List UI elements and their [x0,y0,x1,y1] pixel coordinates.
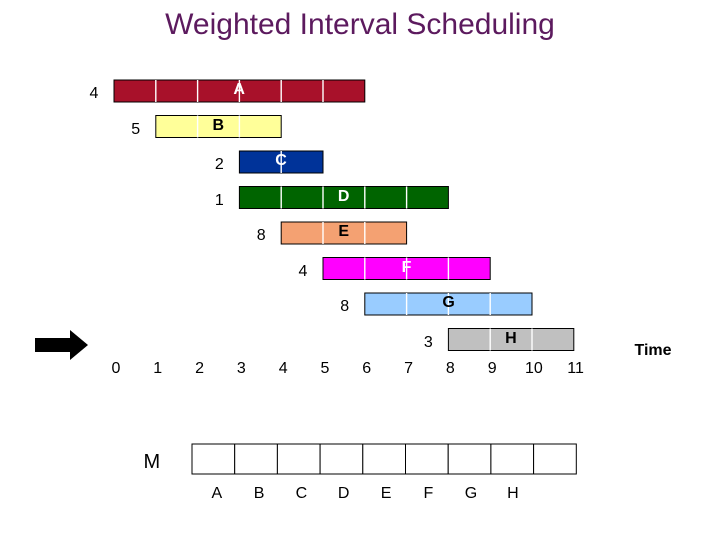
memo-cell [447,443,492,475]
interval-weight-f: 4 [298,262,308,280]
axis-tick-label: 5 [320,360,330,377]
interval-bar-e [280,221,408,245]
axis-tick-label: 11 [567,360,584,377]
memo-cell [319,443,364,475]
interval-bar-d [238,186,449,209]
axis-tick-label: 0 [111,360,121,377]
interval-name-b: B [212,116,225,134]
interval-bar-h [447,328,575,351]
interval-bar-b [155,115,282,138]
diagram-title: Weighted Interval Scheduling [165,8,555,41]
memo-column-label: D [337,485,350,502]
memo-column-label: H [507,485,519,502]
memo-label: M [143,451,161,473]
memo-cell [405,443,449,475]
memo-cell [490,443,535,475]
axis-tick-label: 10 [525,360,543,377]
axis-tick-label: 2 [195,360,204,377]
interval-weight-h: 3 [423,333,433,351]
interval-name-a: A [233,81,245,98]
interval-weight-c: 2 [214,156,224,173]
memo-column-label: C [295,485,308,502]
memo-column-label: G [464,485,478,502]
interval-weight-e: 8 [256,227,266,244]
axis-tick-label: 3 [236,360,246,377]
interval-weight-g: 8 [340,298,350,315]
axis-tick-label: 6 [362,360,372,377]
memo-cell [234,443,278,475]
memo-column-label: E [380,485,392,502]
interval-name-c: C [275,152,287,169]
interval-name-d: D [337,187,350,205]
memo-column-label: F [423,485,434,502]
interval-name-f: F [401,258,412,276]
axis-tick-label: 8 [445,360,455,377]
axis-label: Time [634,342,672,359]
memo-cell [276,443,321,475]
interval-weight-a: 4 [89,85,99,102]
memo-cell [191,443,236,475]
memo-column-label: B [253,485,265,502]
interval-weight-d: 1 [214,191,224,209]
memo-cell [533,443,577,475]
arrow-icon [35,330,88,360]
axis-tick-label: 4 [278,360,288,377]
interval-name-h: H [505,329,517,347]
memo-cell [362,443,406,475]
interval-name-g: G [442,294,455,311]
axis-tick-label: 1 [153,360,163,377]
interval-weight-b: 5 [131,120,141,138]
memo-column-label: A [211,485,223,502]
interval-name-e: E [338,223,350,240]
axis-tick-label: 7 [404,360,413,377]
axis-tick-label: 9 [487,360,497,377]
